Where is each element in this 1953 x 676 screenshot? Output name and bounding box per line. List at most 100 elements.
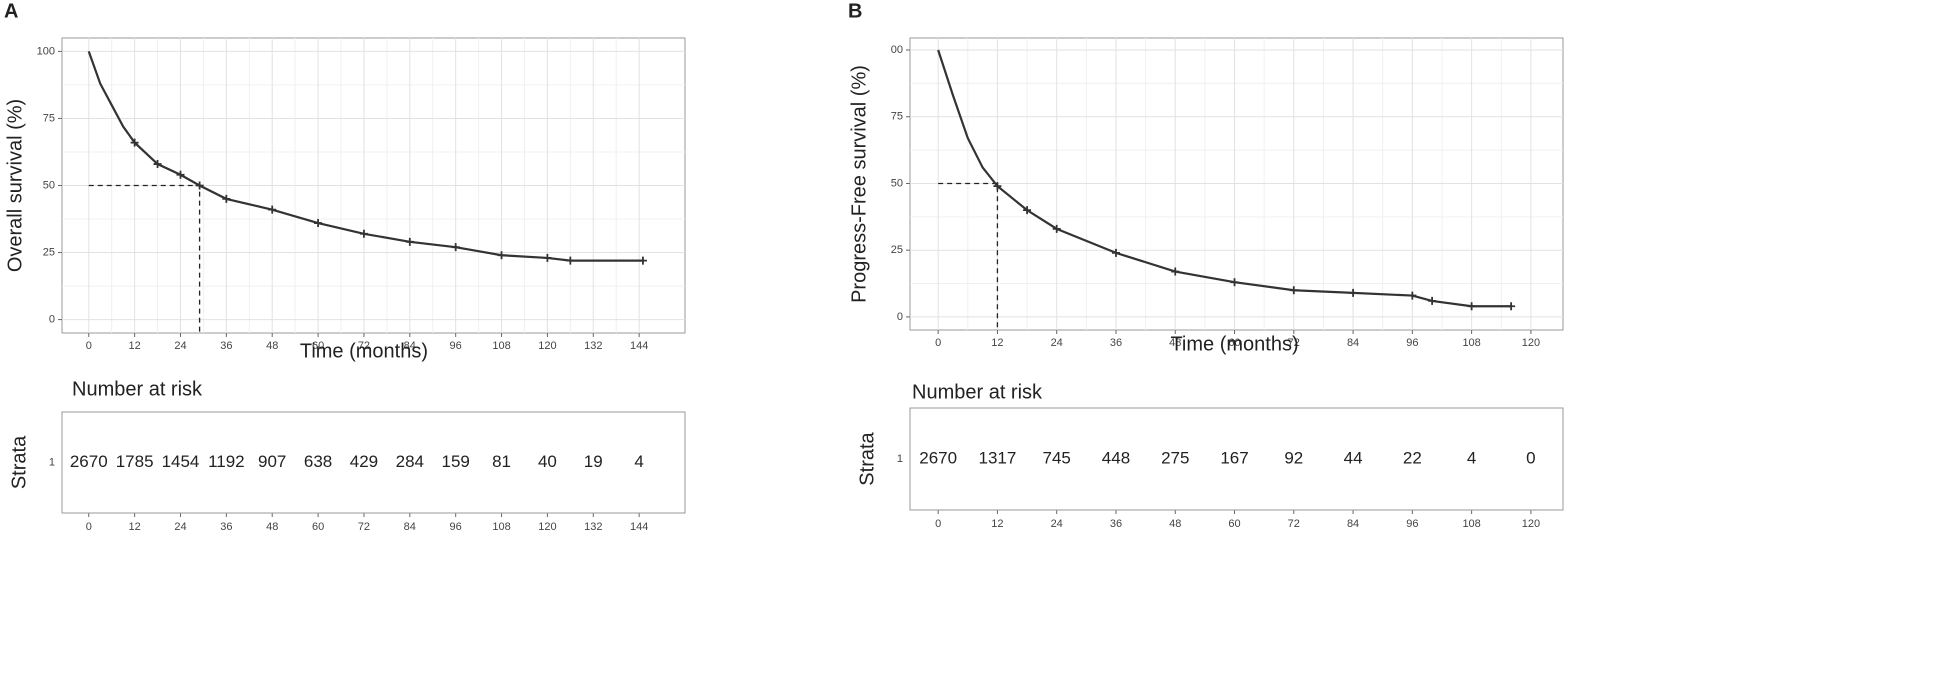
censor-mark [176,170,185,179]
risk-table-area [61,411,686,514]
median-line [938,182,999,330]
x-tick-label: 60 [1228,337,1240,349]
risk-count: 2670 [70,452,108,471]
risk-count: 22 [1403,448,1422,467]
x-tick-label: 12 [991,518,1003,530]
risk-table-title: Number at risk [72,378,203,400]
censor-mark [1111,248,1120,257]
panel-label: B [848,0,862,22]
x-tick-label: 24 [174,521,186,533]
risk-count: 1317 [979,448,1017,467]
y-axis-title: Progress-Free survival (%) [848,65,870,303]
risk-count: 40 [538,452,557,471]
censor-mark [1171,267,1180,276]
censor-mark [1507,302,1516,311]
risk-count: 448 [1102,448,1130,467]
risk-count: 92 [1284,448,1303,467]
y-tick-label: 50 [43,179,55,191]
risk-table-title: Number at risk [912,381,1043,403]
x-tick-label: 24 [1051,518,1063,530]
x-tick-label: 96 [450,340,462,352]
risk-count: 0 [1526,448,1535,467]
risk-count: 1785 [116,452,154,471]
x-tick-label: 12 [128,521,140,533]
x-tick-label: 12 [128,340,140,352]
x-tick-label: 72 [358,340,370,352]
risk-count: 284 [396,452,424,471]
x-tick-label: 60 [312,521,324,533]
x-tick-label: 72 [358,521,370,533]
censor-mark [1289,286,1298,295]
x-tick-label: 108 [1462,518,1480,530]
y-tick-label: 0 [49,313,55,325]
x-tick-label: 132 [584,521,602,533]
x-tick-label: 36 [220,340,232,352]
censor-mark [993,182,1002,191]
risk-count: 638 [304,452,332,471]
censor-mark [268,205,277,214]
censor-mark [405,237,414,246]
censor-mark [1230,278,1239,287]
censor-mark [153,160,162,169]
y-axis-title: Overall survival (%) [4,99,26,272]
x-tick-label: 96 [1406,337,1418,349]
x-tick-label: 48 [1169,518,1181,530]
risk-count: 4 [634,452,643,471]
x-tick-label: 144 [630,340,648,352]
censor-mark [1023,206,1032,215]
x-tick-label: 12 [991,337,1003,349]
survival-curve [87,51,643,262]
plot-area [909,37,1564,331]
risk-count: 167 [1220,448,1248,467]
strata-label: 1 [897,453,903,465]
y-tick-label: 75 [891,111,903,123]
x-tick-label: 0 [935,337,941,349]
censor-mark [222,194,231,203]
x-tick-label: 144 [630,521,648,533]
x-tick-label: 84 [1347,518,1359,530]
censor-mark [1428,296,1437,305]
y-tick-label: 00 [891,44,903,56]
risk-count: 19 [584,452,603,471]
risk-count: 2670 [919,448,957,467]
x-tick-label: 120 [1522,518,1540,530]
y-tick-label: 25 [43,246,55,258]
panel-label: A [4,0,18,22]
x-tick-label: 96 [1406,518,1418,530]
risk-count: 44 [1344,448,1363,467]
censor-mark [543,253,552,262]
risk-count: 429 [350,452,378,471]
x-tick-label: 60 [312,340,324,352]
x-tick-label: 60 [1228,518,1240,530]
censor-mark [566,256,575,265]
x-tick-label: 120 [1522,337,1540,349]
y-tick-label: 0 [897,311,903,323]
x-tick-label: 48 [1169,337,1181,349]
risk-count: 1192 [208,452,245,471]
censor-mark [1052,224,1061,233]
y-tick-label: 25 [891,244,903,256]
x-tick-label: 36 [220,521,232,533]
y-tick-label: 75 [43,112,55,124]
x-tick-label: 24 [174,340,186,352]
risk-table-ylabel: Strata [856,431,878,485]
risk-count: 4 [1467,448,1476,467]
x-tick-label: 108 [492,521,510,533]
censor-mark [497,251,506,260]
censor-mark [130,138,139,147]
risk-count: 81 [492,452,511,471]
x-tick-label: 84 [404,521,416,533]
censor-mark [314,219,323,228]
censor-mark [359,229,368,238]
censor-mark [451,243,460,252]
risk-count: 745 [1043,448,1071,467]
x-tick-label: 0 [86,340,92,352]
x-tick-label: 84 [404,340,416,352]
x-tick-label: 108 [492,340,510,352]
censor-mark [1349,288,1358,297]
x-tick-label: 96 [450,521,462,533]
x-tick-label: 120 [538,521,556,533]
risk-count: 907 [258,452,286,471]
x-tick-label: 36 [1110,518,1122,530]
